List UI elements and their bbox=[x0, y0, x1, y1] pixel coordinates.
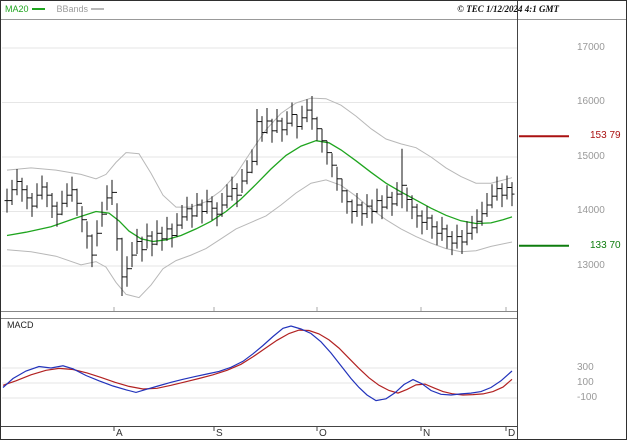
ma20-line-sample-icon bbox=[31, 8, 45, 10]
legend-bbands-label: BBands bbox=[56, 4, 89, 14]
price-axis-label: 16000 bbox=[577, 96, 605, 107]
support-level-label: 133 70 bbox=[590, 240, 621, 251]
time-axis-label: O bbox=[319, 428, 327, 439]
price-axis-label: 13000 bbox=[577, 260, 605, 271]
legend-ma20: MA20 bbox=[5, 4, 45, 14]
time-axis-label: D bbox=[508, 428, 516, 439]
macd-signal-line bbox=[2, 329, 513, 396]
bollinger-upper-line bbox=[6, 97, 513, 208]
bbands-line-sample-icon bbox=[91, 8, 105, 10]
legend-ma20-label: MA20 bbox=[5, 4, 29, 14]
macd-axis-label: -100 bbox=[577, 392, 598, 403]
time-axis-label: N bbox=[423, 428, 431, 439]
price-axis-label: 17000 bbox=[577, 42, 605, 53]
price-axis-label: 14000 bbox=[577, 205, 605, 216]
time-axis-label: S bbox=[216, 428, 223, 439]
ma20-line bbox=[6, 140, 513, 243]
macd-axis-label: 300 bbox=[577, 362, 594, 373]
macd-line bbox=[2, 325, 513, 402]
legend-bbands: BBands bbox=[57, 4, 105, 14]
resistance-level-label: 153 79 bbox=[590, 130, 621, 141]
time-axis-label: A bbox=[116, 428, 123, 439]
price-axis-label: 15000 bbox=[577, 151, 605, 162]
chart-legend: MA20 BBands bbox=[5, 4, 105, 14]
macd-axis-label: 100 bbox=[577, 377, 594, 388]
bollinger-lower-line bbox=[6, 179, 513, 299]
copyright-text: © TEC 1/12/2024 4:1 GMT bbox=[457, 4, 559, 14]
macd-panel-title: MACD bbox=[7, 320, 34, 330]
